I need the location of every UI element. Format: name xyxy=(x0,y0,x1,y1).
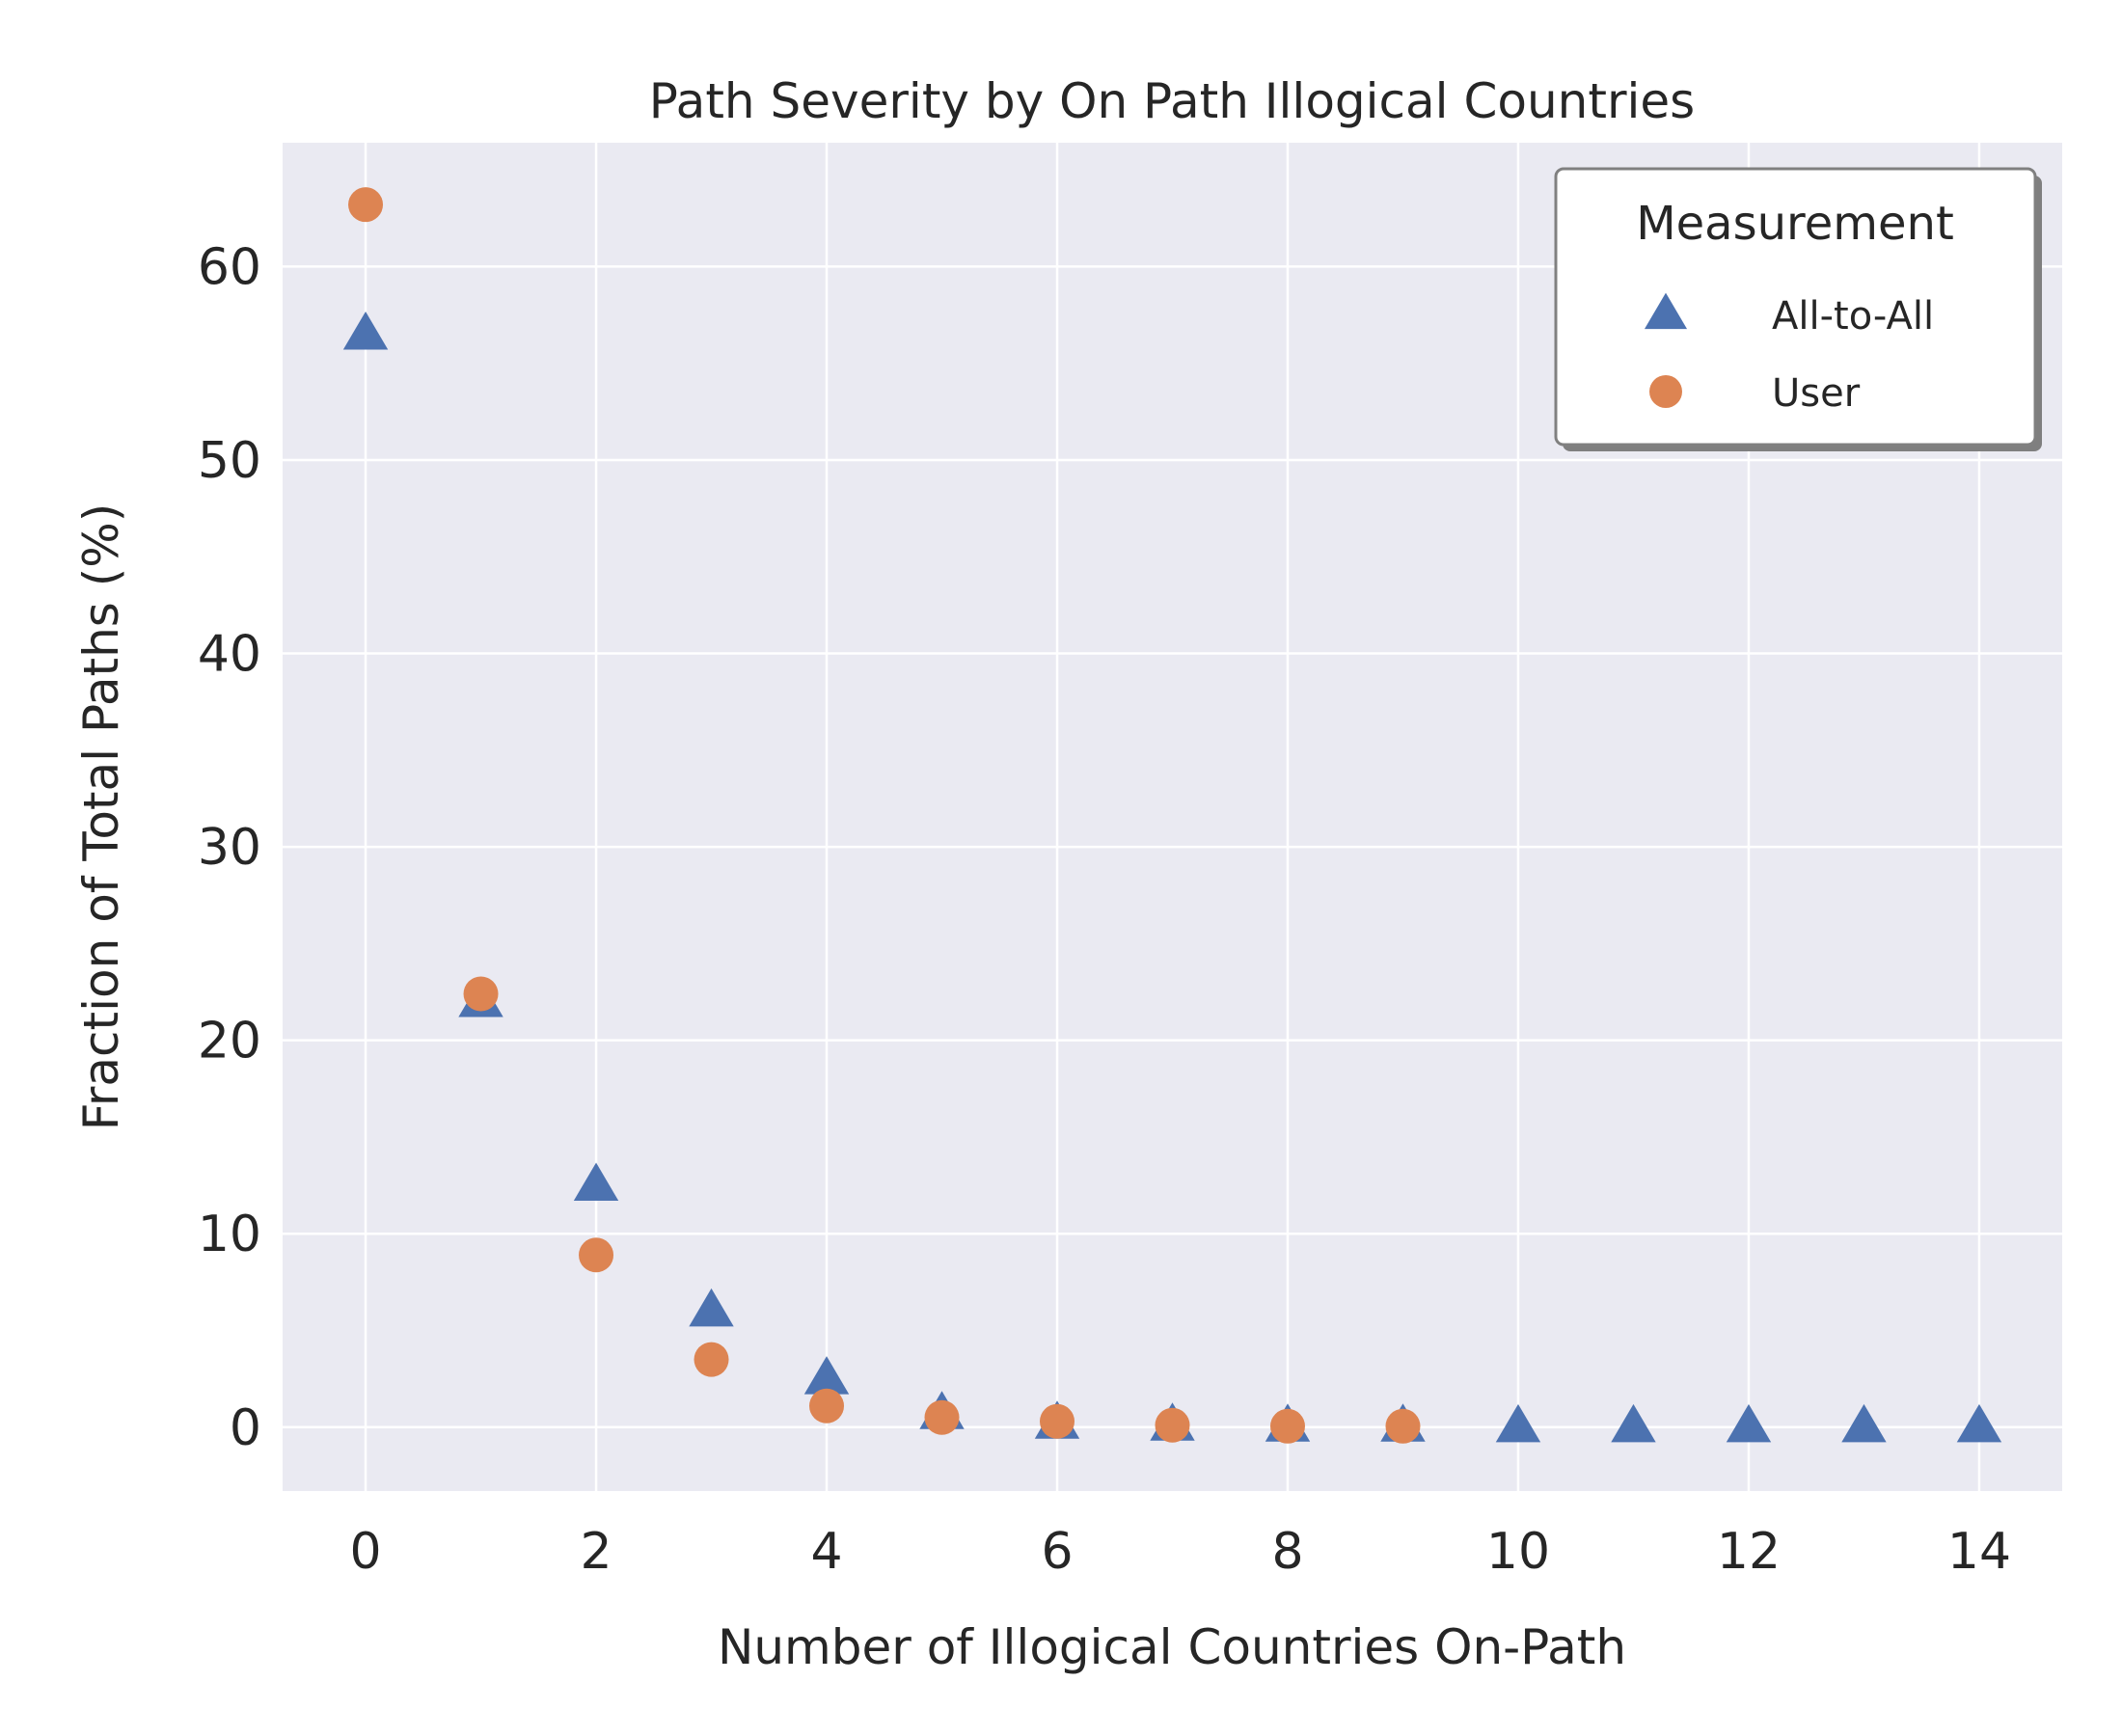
user-point xyxy=(463,976,499,1012)
all-to-all-point xyxy=(1841,1403,1887,1443)
user-point xyxy=(1385,1408,1421,1444)
x-tick-label: 12 xyxy=(1717,1523,1781,1581)
user-point xyxy=(579,1237,614,1273)
y-tick-label: 60 xyxy=(198,238,261,296)
grid-layer xyxy=(283,143,2062,1491)
data-marks xyxy=(342,187,2002,1444)
y-tick-label: 40 xyxy=(198,626,261,684)
tick-labels: 0 2 4 6 8 10 12 14 0 10 20 30 40 50 60 xyxy=(198,238,2011,1581)
legend-label-all-to-all: All-to-All xyxy=(1772,294,1934,339)
all-to-all-point xyxy=(573,1162,619,1202)
user-point xyxy=(1269,1408,1305,1444)
legend-marker-all-to-all xyxy=(1644,292,1688,330)
x-tick-label: 8 xyxy=(1271,1523,1303,1581)
legend: Measurement All-to-All User xyxy=(1554,167,2042,451)
y-tick-label: 50 xyxy=(198,432,261,490)
y-tick-label: 20 xyxy=(198,1013,261,1071)
all-to-all-point xyxy=(803,1356,850,1395)
x-axis-label: Number of Illogical Countries On-Path xyxy=(718,1619,1626,1675)
y-tick-label: 0 xyxy=(230,1399,261,1457)
all-to-all-point xyxy=(1611,1403,1656,1443)
x-tick-label: 10 xyxy=(1486,1523,1550,1581)
user-point xyxy=(694,1342,729,1377)
x-tick-label: 0 xyxy=(349,1523,381,1581)
chart-title: Path Severity by On Path Illogical Count… xyxy=(649,73,1695,129)
user-point xyxy=(1040,1403,1075,1439)
x-tick-label: 4 xyxy=(810,1523,842,1581)
all-to-all-point xyxy=(1956,1403,2002,1443)
legend-title: Measurement xyxy=(1636,197,1954,251)
all-to-all-point xyxy=(1726,1403,1772,1443)
legend-label-user: User xyxy=(1772,371,1861,416)
user-point xyxy=(924,1399,960,1435)
user-point xyxy=(348,187,384,223)
y-tick-label: 30 xyxy=(198,819,261,877)
all-to-all-point xyxy=(1495,1403,1541,1443)
y-tick-label: 10 xyxy=(198,1206,261,1263)
y-axis-label: Fraction of Total Paths (%) xyxy=(73,503,129,1131)
x-tick-label: 6 xyxy=(1041,1523,1073,1581)
all-to-all-point xyxy=(342,312,389,350)
legend-entries: All-to-All User xyxy=(1644,292,1934,416)
legend-marker-user xyxy=(1649,375,1682,408)
x-tick-label: 14 xyxy=(1947,1523,2011,1581)
legend-box xyxy=(1554,167,2037,447)
all-to-all-point xyxy=(689,1288,734,1327)
user-point xyxy=(1155,1407,1190,1443)
user-point xyxy=(809,1388,845,1424)
x-tick-label: 2 xyxy=(580,1523,612,1581)
